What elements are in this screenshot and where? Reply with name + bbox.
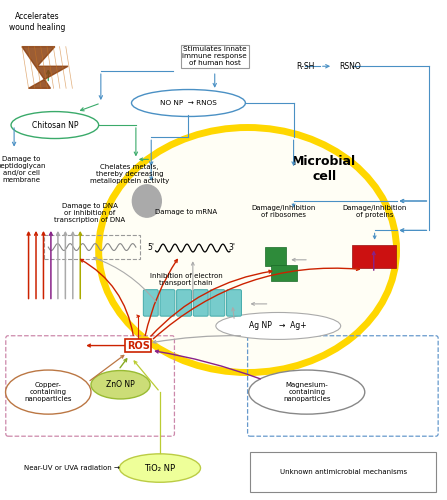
Polygon shape bbox=[22, 46, 68, 88]
Ellipse shape bbox=[216, 312, 341, 340]
Text: Unknown antimicrobial mechanisms: Unknown antimicrobial mechanisms bbox=[279, 469, 407, 475]
Ellipse shape bbox=[131, 90, 245, 117]
Text: Ag NP   →  Ag+: Ag NP → Ag+ bbox=[249, 322, 307, 330]
Ellipse shape bbox=[5, 370, 91, 414]
FancyBboxPatch shape bbox=[271, 265, 297, 281]
Circle shape bbox=[132, 185, 161, 217]
Text: Damage to DNA
or inhibition of
transcription of DNA: Damage to DNA or inhibition of transcrip… bbox=[55, 203, 126, 223]
Text: Damage/inhibition
of proteins: Damage/inhibition of proteins bbox=[342, 206, 407, 218]
Text: Accelerates
wound healing: Accelerates wound healing bbox=[9, 12, 66, 32]
Ellipse shape bbox=[249, 370, 365, 414]
Text: 5': 5' bbox=[148, 243, 155, 252]
Text: Damage to mRNA: Damage to mRNA bbox=[155, 209, 217, 215]
Text: Chelates metals,
thereby decreasing
metalloprotein activity: Chelates metals, thereby decreasing meta… bbox=[90, 164, 169, 184]
Text: NO NP  → RNOS: NO NP → RNOS bbox=[160, 100, 217, 106]
FancyBboxPatch shape bbox=[193, 290, 208, 316]
Ellipse shape bbox=[11, 112, 99, 138]
Text: Copper-
containing
nanoparticles: Copper- containing nanoparticles bbox=[25, 382, 72, 402]
FancyBboxPatch shape bbox=[143, 290, 158, 316]
Text: Damage to
peptidoglycan
and/or cell
membrane: Damage to peptidoglycan and/or cell memb… bbox=[0, 156, 46, 182]
FancyBboxPatch shape bbox=[352, 244, 396, 268]
Text: Microbial
cell: Microbial cell bbox=[292, 155, 356, 183]
Text: R-SH: R-SH bbox=[296, 62, 314, 70]
FancyBboxPatch shape bbox=[227, 290, 241, 316]
Text: TiO₂ NP: TiO₂ NP bbox=[144, 464, 176, 472]
Text: Damage/inhibition
of ribosomes: Damage/inhibition of ribosomes bbox=[252, 206, 316, 218]
Text: Stimulates innate
immune response
of human host: Stimulates innate immune response of hum… bbox=[182, 46, 247, 66]
Text: Magnesium-
containing
nanoparticles: Magnesium- containing nanoparticles bbox=[283, 382, 330, 402]
Ellipse shape bbox=[99, 128, 396, 372]
Text: 3': 3' bbox=[229, 243, 236, 252]
Text: Near-UV or UVA radiation →: Near-UV or UVA radiation → bbox=[25, 465, 120, 471]
FancyBboxPatch shape bbox=[265, 247, 286, 266]
Ellipse shape bbox=[91, 370, 150, 399]
FancyBboxPatch shape bbox=[160, 290, 175, 316]
Text: ROS: ROS bbox=[127, 340, 149, 350]
Text: Chitosan NP: Chitosan NP bbox=[32, 120, 78, 130]
Text: ZnO NP: ZnO NP bbox=[106, 380, 135, 389]
Text: Inhibition of electron
transport chain: Inhibition of electron transport chain bbox=[150, 273, 223, 286]
Ellipse shape bbox=[119, 454, 201, 482]
FancyBboxPatch shape bbox=[250, 452, 436, 492]
FancyBboxPatch shape bbox=[177, 290, 191, 316]
Text: RSNO: RSNO bbox=[340, 62, 361, 70]
FancyBboxPatch shape bbox=[210, 290, 225, 316]
